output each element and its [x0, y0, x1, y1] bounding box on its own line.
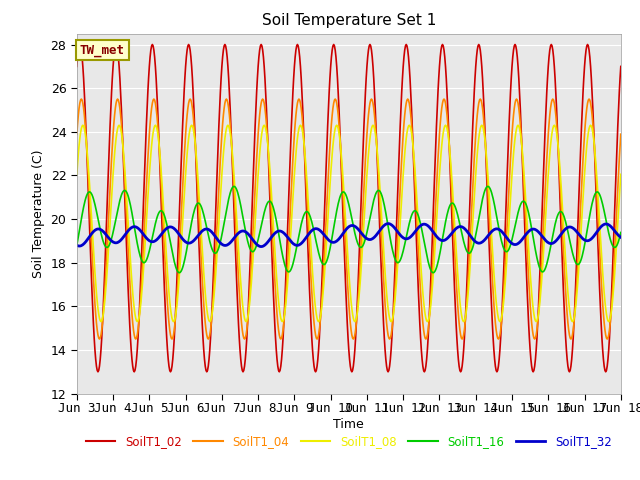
- SoilT1_02: [395, 163, 403, 168]
- Line: SoilT1_16: SoilT1_16: [77, 186, 621, 273]
- SoilT1_08: [617, 171, 625, 177]
- SoilT1_04: [449, 201, 456, 206]
- SoilT1_04: [77, 96, 85, 102]
- SoilT1_08: [568, 319, 576, 324]
- SoilT1_16: [395, 260, 403, 265]
- SoilT1_02: [194, 205, 202, 211]
- SoilT1_08: [449, 183, 456, 189]
- SoilT1_08: [217, 183, 225, 189]
- SoilT1_04: [617, 132, 625, 137]
- SoilT1_16: [216, 239, 224, 245]
- SoilT1_04: [194, 185, 202, 191]
- SoilT1_16: [230, 183, 238, 189]
- Legend: SoilT1_02, SoilT1_04, SoilT1_08, SoilT1_16, SoilT1_32: SoilT1_02, SoilT1_04, SoilT1_08, SoilT1_…: [81, 430, 616, 453]
- SoilT1_08: [395, 246, 403, 252]
- SoilT1_04: [395, 216, 403, 222]
- Line: SoilT1_02: SoilT1_02: [77, 45, 621, 372]
- SoilT1_16: [449, 200, 456, 206]
- SoilT1_16: [176, 270, 184, 276]
- SoilT1_32: [617, 234, 625, 240]
- SoilT1_04: [342, 247, 349, 253]
- SoilT1_02: [217, 75, 225, 81]
- SoilT1_02: [342, 287, 349, 293]
- SoilT1_02: [76, 42, 84, 48]
- SoilT1_32: [341, 228, 349, 234]
- Title: Soil Temperature Set 1: Soil Temperature Set 1: [262, 13, 436, 28]
- SoilT1_32: [395, 230, 403, 236]
- SoilT1_04: [95, 336, 103, 342]
- SoilT1_32: [568, 225, 576, 231]
- SoilT1_32: [384, 221, 392, 227]
- SoilT1_08: [194, 171, 202, 177]
- SoilT1_02: [617, 63, 625, 69]
- SoilT1_08: [73, 171, 81, 177]
- SoilT1_02: [94, 369, 102, 375]
- SoilT1_32: [216, 239, 223, 245]
- Y-axis label: Soil Temperature (C): Soil Temperature (C): [32, 149, 45, 278]
- SoilT1_16: [73, 242, 81, 248]
- SoilT1_08: [342, 220, 349, 226]
- SoilT1_32: [257, 244, 265, 250]
- SoilT1_02: [73, 63, 81, 69]
- Line: SoilT1_04: SoilT1_04: [77, 99, 621, 339]
- SoilT1_08: [79, 122, 86, 128]
- Line: SoilT1_08: SoilT1_08: [77, 125, 621, 322]
- SoilT1_16: [342, 192, 349, 197]
- SoilT1_16: [568, 250, 576, 255]
- SoilT1_04: [73, 132, 81, 137]
- SoilT1_04: [217, 143, 225, 149]
- SoilT1_16: [193, 201, 201, 207]
- Text: TW_met: TW_met: [80, 44, 125, 57]
- SoilT1_04: [568, 332, 576, 338]
- SoilT1_32: [193, 235, 200, 241]
- Line: SoilT1_32: SoilT1_32: [77, 224, 621, 247]
- SoilT1_32: [73, 242, 81, 248]
- X-axis label: Time: Time: [333, 418, 364, 431]
- SoilT1_08: [97, 319, 105, 324]
- SoilT1_16: [617, 229, 625, 235]
- SoilT1_02: [568, 347, 576, 353]
- SoilT1_32: [449, 230, 456, 236]
- SoilT1_02: [449, 227, 456, 232]
